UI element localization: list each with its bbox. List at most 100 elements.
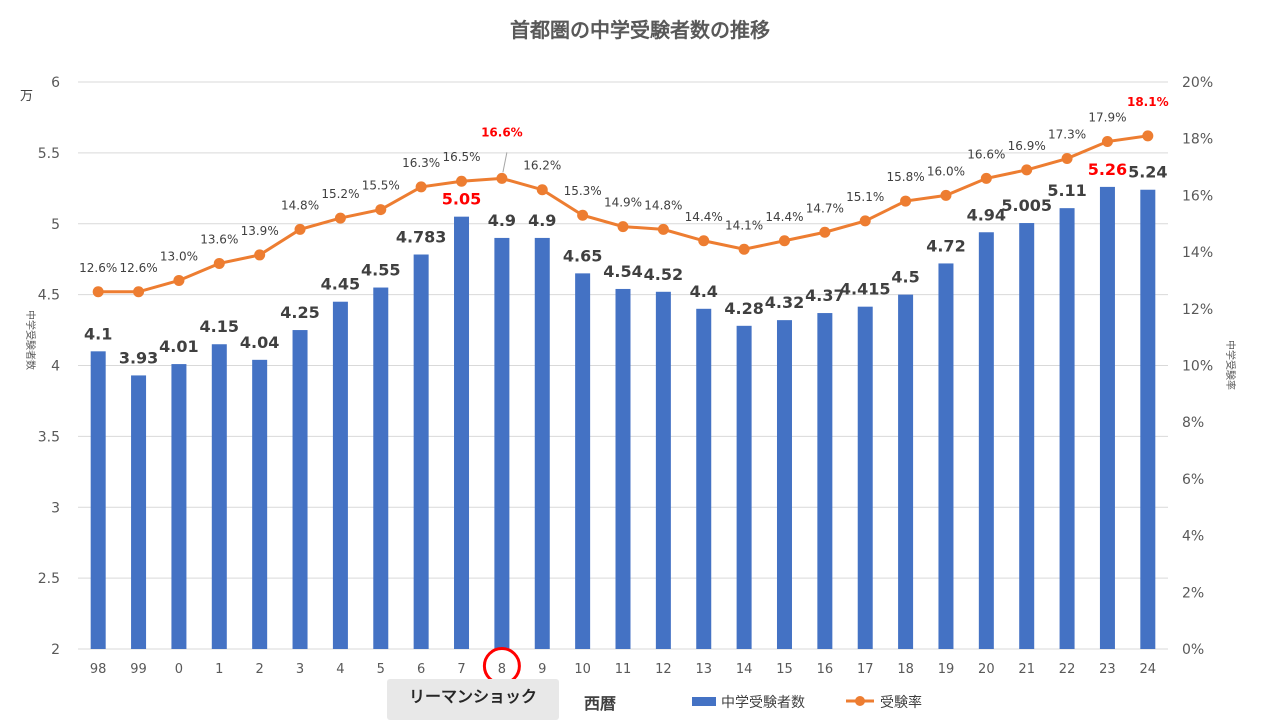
bar	[494, 237, 510, 650]
x-tick-label: 12	[655, 662, 672, 677]
rate-point	[859, 215, 871, 227]
rate-value-label: 13.9%	[241, 224, 279, 238]
rate-value-label: 18.1%	[1127, 95, 1169, 109]
bar	[373, 287, 389, 649]
rate-point	[1142, 130, 1154, 142]
bar	[534, 237, 550, 650]
bar	[1059, 208, 1075, 649]
annotations: リーマンショック 西暦	[387, 647, 616, 720]
left-tick-label: 6	[51, 75, 60, 91]
x-tick-label: 11	[615, 662, 632, 677]
rate-value-label: 16.0%	[927, 164, 965, 178]
right-tick-label: 6%	[1182, 472, 1204, 488]
rate-point	[536, 184, 548, 196]
bar-value-label: 4.5	[891, 268, 919, 287]
rate-point	[133, 286, 145, 298]
bar-value-label: 4.04	[240, 333, 279, 352]
right-axis-title: 中学受験率	[1224, 340, 1237, 390]
bar-value-label: 5.11	[1047, 181, 1086, 200]
rate-value-label: 16.6%	[967, 147, 1005, 161]
rate-point	[375, 204, 387, 216]
left-axis-title: 中学受験者数	[24, 310, 37, 370]
bar-value-label: 4.72	[926, 236, 965, 255]
x-tick-label: 15	[776, 662, 793, 677]
bar-value-label: 4.32	[765, 293, 804, 312]
x-tick-label: 10	[574, 662, 591, 677]
bar	[817, 313, 833, 649]
bar	[252, 359, 268, 649]
bar-value-label: 4.9	[528, 211, 556, 230]
right-tick-label: 20%	[1182, 75, 1213, 91]
bar	[776, 320, 792, 649]
bar-value-label: 4.15	[200, 317, 239, 336]
rate-value-label: 15.2%	[321, 187, 359, 201]
rate-value-label: 14.4%	[765, 210, 803, 224]
x-tick-label: 18	[897, 662, 914, 677]
right-tick-label: 8%	[1182, 415, 1204, 431]
bar	[736, 325, 752, 649]
left-tick-label: 2	[51, 642, 60, 658]
left-y-axis: 2 2.5 3 3.5 4 4.5 5 5.5 6 中学受験者数	[24, 75, 60, 658]
x-tick-label: 17	[857, 662, 874, 677]
legend-label-bar: 中学受験者数	[721, 695, 805, 711]
bar-value-label: 5.05	[442, 190, 481, 209]
bar-value-label: 4.9	[488, 211, 516, 230]
rate-value-label: 14.1%	[725, 218, 763, 232]
rate-point	[334, 212, 346, 224]
rate-point	[617, 221, 629, 233]
rate-value-label: 15.3%	[564, 184, 602, 198]
rate-value-label: 14.8%	[644, 198, 682, 212]
bar	[332, 301, 348, 649]
bar-value-label: 3.93	[119, 348, 158, 367]
left-tick-label: 3	[51, 500, 60, 516]
x-tick-label: 24	[1140, 662, 1157, 677]
x-tick-label: 21	[1018, 662, 1035, 677]
left-tick-label: 4.5	[38, 288, 60, 304]
right-tick-label: 16%	[1182, 188, 1213, 204]
x-tick-label: 9	[538, 662, 546, 677]
x-tick-label: 13	[695, 662, 712, 677]
bar	[171, 364, 187, 649]
rate-point	[577, 209, 589, 221]
rate-point	[294, 223, 306, 235]
right-tick-label: 10%	[1182, 359, 1213, 375]
left-axis-unit: 万	[20, 89, 33, 104]
rate-value-label: 15.1%	[846, 190, 884, 204]
rate-point	[1101, 136, 1113, 148]
rate-point	[92, 286, 104, 298]
rate-point	[213, 257, 225, 269]
x-tick-label: 16	[817, 662, 834, 677]
x-tick-label: 4	[336, 662, 344, 677]
right-tick-label: 2%	[1182, 585, 1204, 601]
line-series: 12.6% 12.6%13.0%13.6%13.9%14.8%15.2%15.5%…	[79, 95, 1169, 298]
right-tick-label: 4%	[1182, 529, 1204, 545]
bar-value-label: 4.94	[967, 205, 1006, 224]
rate-value-label: 12.6%	[119, 261, 157, 275]
right-tick-label: 12%	[1182, 302, 1213, 318]
bar-value-label: 4.55	[361, 261, 400, 280]
bar-value-label: 4.4	[690, 282, 718, 301]
rate-value-label: 15.8%	[887, 170, 925, 184]
bar	[1019, 223, 1035, 649]
right-tick-label: 14%	[1182, 245, 1213, 261]
legend: 中学受験者数 受験率	[692, 694, 922, 711]
right-y-axis: 0% 2% 4% 6% 8% 10% 12% 14% 16% 18% 20% 中学受験率	[1182, 75, 1237, 658]
bar-value-label: 4.783	[396, 228, 447, 247]
bar	[615, 288, 631, 649]
x-axis-title: 西暦	[584, 694, 616, 713]
rate-value-label: 16.5%	[442, 150, 480, 164]
bar-value-label: 4.1	[84, 324, 112, 343]
x-tick-label: 5	[377, 662, 385, 677]
left-tick-label: 2.5	[38, 571, 60, 587]
x-tick-label: 1	[215, 662, 223, 677]
left-tick-label: 3.5	[38, 429, 60, 445]
rate-value-label: 16.3%	[402, 156, 440, 170]
bar	[938, 263, 954, 649]
rate-point	[456, 175, 468, 187]
x-tick-label: 22	[1059, 662, 1076, 677]
right-tick-label: 0%	[1182, 642, 1204, 658]
bar	[1140, 189, 1156, 650]
rate-value-label: 14.9%	[604, 196, 642, 210]
x-axis-ticks: 98 99 0 1 2 3 4 5 6 7 8 9 10 11 12 13 14 15 16 17 18 19 20 21 22…	[90, 662, 1156, 677]
x-tick-label: 8	[498, 662, 506, 677]
